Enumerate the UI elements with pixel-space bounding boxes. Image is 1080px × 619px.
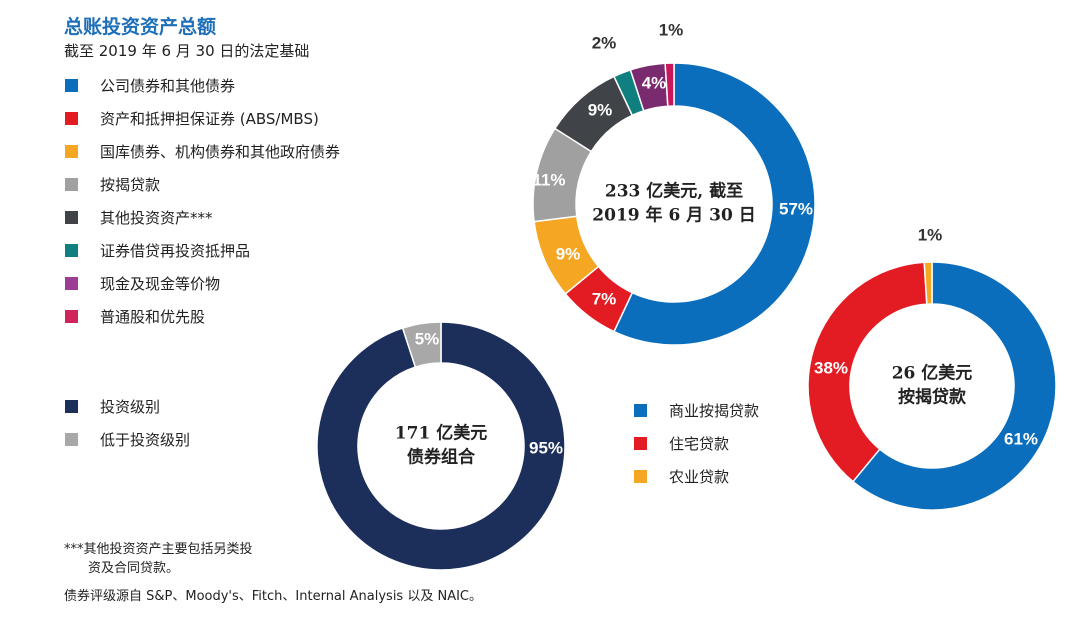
legend-swatch: [634, 470, 647, 483]
donut-slice: [664, 62, 675, 107]
slice-data-label: 9%: [556, 244, 581, 263]
legend-main-item: 按揭贷款: [65, 168, 340, 201]
chart-subtitle: 截至 2019 年 6 月 30 日的法定基础: [64, 42, 310, 60]
footnote: ***其他投资资产主要包括另类投 资及合同贷款。: [64, 540, 253, 578]
legend-label: 普通股和优先股: [100, 308, 206, 326]
legend-main-item: 证券借贷再投资抵押品: [65, 234, 340, 267]
legend-mortgage-types: 商业按揭贷款 住宅贷款农业贷款: [634, 394, 759, 493]
legend-label: 住宅贷款: [669, 435, 730, 453]
legend-swatch: [65, 244, 78, 257]
legend-main-item: 资产和抵押担保证券 (ABS/MBS): [65, 102, 340, 135]
slice-data-label: 7%: [592, 289, 617, 308]
slice-data-label: 1%: [918, 225, 943, 244]
donut-slice: [401, 321, 442, 369]
source-note: 债券评级源自 S&P、Moody's、Fitch、Internal Analys…: [64, 589, 482, 604]
legend-label: 低于投资级别: [100, 431, 191, 449]
slice-data-label: 5%: [415, 329, 440, 348]
donut-center-label: 233 亿美元, 截至: [605, 181, 743, 202]
legend-main-item: 现金及现金等价物: [65, 267, 340, 300]
legend-label: 现金及现金等价物: [100, 275, 221, 293]
legend-swatch: [65, 112, 78, 125]
slice-data-label: 11%: [532, 170, 565, 189]
footnote-line-2: 资及合同贷款。: [88, 561, 180, 576]
legend-swatch: [65, 211, 78, 224]
legend-mort-item: 住宅贷款: [634, 427, 759, 460]
chart-title: 总账投资资产总额: [64, 16, 217, 38]
legend-swatch: [65, 400, 78, 413]
donut-center-label: 171 亿美元: [395, 423, 487, 444]
legend-mort-item: 商业按揭贷款: [634, 394, 759, 427]
legend-label: 国库债券、机构债券和其他政府债券: [100, 143, 341, 161]
slice-data-label: 57%: [779, 199, 813, 218]
legend-swatch: [65, 433, 78, 446]
legend-mort-item: 农业贷款: [634, 460, 759, 493]
legend-label: 公司债券和其他债券: [100, 77, 236, 95]
donut-slice: [807, 261, 928, 483]
donut-chart-1: 57% 7% 9% 11% 9% 2% 4% 1% 233 亿美元, 截至 2019 年 6 月 …: [532, 20, 816, 346]
legend-label: 农业贷款: [669, 468, 730, 486]
slice-data-label: 1%: [659, 20, 684, 39]
legend-swatch: [65, 178, 78, 191]
donut-slice: [923, 261, 933, 305]
legend-main-item: 国库债券、机构债券和其他政府债券: [65, 135, 340, 168]
legend-asset-types: 公司债券和其他债券资产和抵押担保证券 (ABS/MBS) 国库债券、机构债券和其他…: [65, 69, 340, 333]
donut-center-label: 债券组合: [407, 447, 476, 468]
legend-swatch: [634, 404, 647, 417]
legend-swatch: [65, 145, 78, 158]
slice-data-label: 4%: [642, 73, 667, 92]
donut-slice: [851, 261, 1057, 511]
footnote-line-1: ***其他投资资产主要包括另类投: [64, 542, 253, 557]
legend-bond-grades: 投资级别低于投资级别: [65, 390, 190, 456]
legend-swatch: [634, 437, 647, 450]
donut-slice: [612, 62, 816, 346]
legend-label: 按揭贷款: [100, 176, 161, 194]
donut-center-label: 2019 年 6 月 30 日: [592, 205, 755, 226]
donut-center-label: 26 亿美元: [892, 363, 973, 384]
donut-slice: [316, 321, 566, 571]
slice-data-label: 9%: [588, 100, 613, 119]
legend-bond-item: 投资级别: [65, 390, 190, 423]
slice-data-label: 38%: [814, 358, 848, 377]
legend-bond-item: 低于投资级别: [65, 423, 190, 456]
legend-label: 商业按揭贷款: [669, 402, 760, 420]
legend-main-item: 其他投资资产***: [65, 201, 340, 234]
slice-data-label: 61%: [1004, 429, 1038, 448]
legend-swatch: [65, 277, 78, 290]
legend-label: 证券借贷再投资抵押品: [100, 242, 251, 260]
legend-label: 投资级别: [100, 398, 161, 416]
legend-label: 资产和抵押担保证券 (ABS/MBS): [100, 110, 319, 128]
legend-label: 其他投资资产***: [100, 209, 213, 227]
slice-data-label: 95%: [529, 438, 563, 457]
legend-swatch: [65, 79, 78, 92]
donut-center-label: 按揭贷款: [898, 387, 967, 408]
legend-swatch: [65, 310, 78, 323]
legend-main-item: 公司债券和其他债券: [65, 69, 340, 102]
slice-data-label: 2%: [592, 33, 617, 52]
legend-main-item: 普通股和优先股: [65, 300, 340, 333]
